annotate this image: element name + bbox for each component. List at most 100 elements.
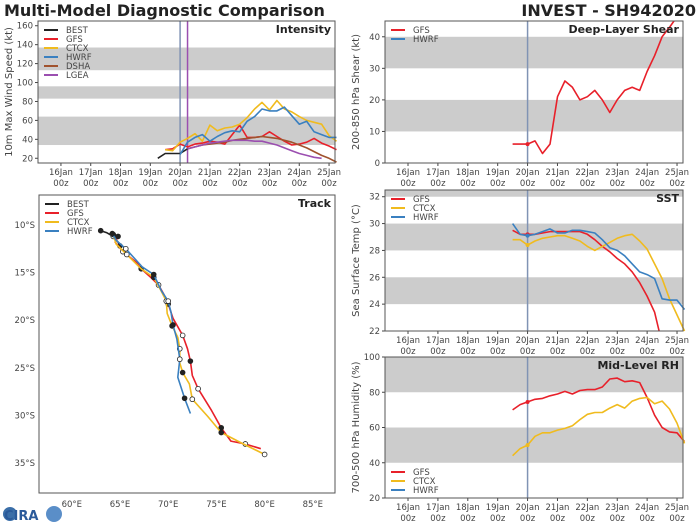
x-tick-date: 17Jan [79, 168, 103, 178]
lat-tick-label: 30°S [15, 411, 35, 421]
x-tick-date: 20Jan [516, 503, 540, 513]
lat-tick-label: 25°S [15, 364, 35, 374]
x-tick-hour: 00z [400, 179, 416, 189]
series-gfs-line [114, 236, 262, 450]
lat-tick-label: 10°S [15, 221, 35, 231]
y-tick-label: 10 [369, 127, 380, 137]
y-tick-label: 22 [369, 327, 380, 337]
y-tick-label: 80 [369, 388, 380, 398]
track-position-marker [218, 429, 225, 436]
series-lgea-line [187, 139, 322, 160]
shading-band [385, 99, 683, 132]
y-tick-label: 100 [364, 353, 380, 363]
x-tick-date: 16Jan [49, 168, 73, 178]
y-tick-label: 32 [369, 193, 380, 203]
y-tick-label: 20 [22, 154, 33, 164]
x-tick-hour: 00z [669, 514, 685, 524]
y-tick-label: 26 [369, 273, 380, 283]
analysis-point-marker [525, 233, 530, 238]
x-tick-date: 17Jan [426, 168, 450, 178]
series-ctcx-line [512, 233, 686, 332]
x-tick-hour: 00z [669, 347, 685, 357]
x-tick-hour: 00z [550, 347, 566, 357]
y-axis-label: 200-850 hPa Shear (kt) [351, 34, 362, 150]
x-tick-hour: 00z [490, 514, 506, 524]
legend-label-ctcx: CTCX [66, 44, 89, 54]
panel-title: Track [298, 197, 332, 210]
y-axis-label: 700-500 hPa Humidity (%) [351, 361, 362, 493]
x-tick-hour: 00z [580, 347, 596, 357]
x-tick-hour: 00z [113, 179, 129, 189]
x-tick-date: 21Jan [546, 503, 570, 513]
legend-label-hwrf: HWRF [413, 213, 439, 223]
x-tick-date: 18Jan [456, 503, 480, 513]
x-tick-hour: 00z [143, 179, 159, 189]
panel-title: Intensity [276, 23, 331, 36]
analysis-point-marker [525, 399, 530, 404]
x-tick-date: 19Jan [138, 168, 162, 178]
lon-tick-label: 75°E [206, 500, 226, 510]
x-tick-date: 21Jan [198, 168, 222, 178]
track-position-marker [109, 230, 116, 237]
x-tick-hour: 00z [430, 179, 446, 189]
shading-band [38, 116, 335, 146]
analysis-point-marker [525, 142, 530, 147]
y-tick-label: 140 [17, 41, 33, 51]
x-tick-hour: 00z [400, 347, 416, 357]
track-position-marker [122, 245, 129, 252]
x-tick-hour: 00z [639, 347, 655, 357]
track-position-marker [179, 369, 186, 376]
x-tick-date: 25Jan [665, 336, 689, 346]
x-tick-hour: 00z [490, 179, 506, 189]
series-ctcx-line [512, 396, 686, 457]
x-tick-date: 16Jan [396, 336, 420, 346]
x-tick-hour: 00z [430, 347, 446, 357]
shading-band [385, 36, 683, 69]
y-tick-label: 40 [369, 33, 380, 43]
series-ctcx-line [165, 99, 337, 152]
track-position-marker [181, 395, 188, 402]
panel-title: SST [656, 192, 679, 205]
lon-tick-label: 80°E [254, 500, 274, 510]
x-tick-date: 19Jan [486, 503, 510, 513]
shading-band [385, 190, 683, 197]
x-tick-date: 23Jan [605, 503, 629, 513]
x-tick-date: 18Jan [456, 336, 480, 346]
y-axis-label: 10m Max Wind Speed (kt) [4, 27, 15, 157]
legend-label-best: BEST [67, 200, 90, 210]
x-tick-hour: 00z [520, 514, 536, 524]
x-tick-hour: 00z [610, 179, 626, 189]
x-tick-hour: 00z [639, 179, 655, 189]
x-tick-hour: 00z [321, 179, 337, 189]
track-position-marker [176, 356, 183, 363]
plot-frame [384, 356, 684, 499]
legend-label-best: BEST [66, 26, 89, 36]
x-tick-date: 22Jan [575, 336, 599, 346]
x-tick-hour: 00z [520, 179, 536, 189]
y-tick-label: 40 [369, 459, 380, 469]
y-tick-label: 24 [369, 300, 380, 310]
series-gfs-line [512, 377, 686, 443]
panel-title: Mid-Level RH [597, 359, 679, 372]
legend-label-hwrf: HWRF [413, 486, 439, 496]
x-tick-date: 23Jan [605, 336, 629, 346]
shading-band [38, 86, 335, 99]
legend-label-lgea: LGEA [66, 71, 89, 81]
track-position-marker [187, 358, 194, 364]
x-tick-date: 20Jan [516, 168, 540, 178]
y-tick-label: 20 [369, 494, 380, 504]
x-tick-date: 24Jan [635, 168, 659, 178]
x-tick-date: 19Jan [486, 336, 510, 346]
analysis-point-marker [525, 443, 530, 448]
y-tick-label: 80 [22, 97, 33, 107]
x-tick-hour: 00z [83, 179, 99, 189]
track-position-marker [170, 322, 176, 328]
x-tick-date: 18Jan [456, 168, 480, 178]
y-tick-label: 40 [22, 135, 33, 145]
x-tick-hour: 00z [550, 514, 566, 524]
track-position-marker [195, 385, 201, 392]
x-tick-hour: 00z [232, 179, 248, 189]
x-tick-hour: 00z [580, 514, 596, 524]
x-tick-hour: 00z [430, 514, 446, 524]
legend-label-hwrf: HWRF [413, 35, 439, 45]
